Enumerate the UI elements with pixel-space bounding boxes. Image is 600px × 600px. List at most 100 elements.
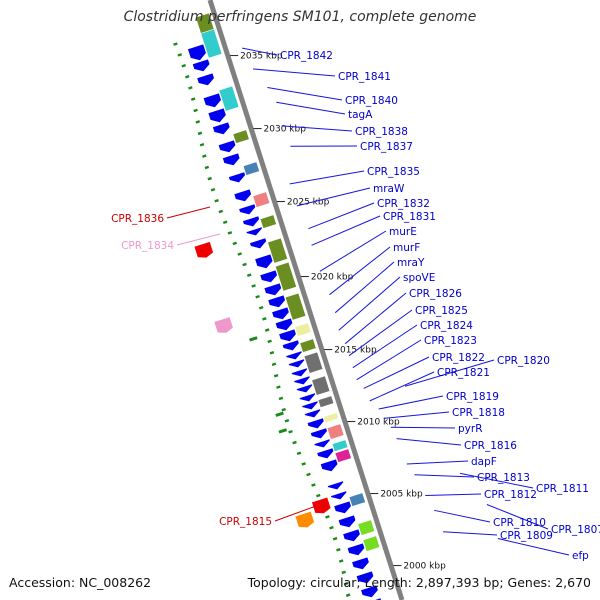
cds-arrow [291,368,308,377]
cds-arrow [239,204,256,215]
cds-arrow [327,481,344,490]
cds-arrow [218,140,236,153]
cog-block [348,492,366,507]
leader-line [404,359,495,387]
cds-arrow [234,189,252,202]
gc-dash [173,42,178,46]
gene-label: CPR_1811 [536,483,589,495]
gene-label: CPR_1807 [551,524,600,536]
cds-arrow [250,238,267,249]
gc-dash [195,120,201,124]
cds-arrow [246,227,263,236]
gc-dash [292,440,297,445]
cds-arrow [272,307,289,320]
gc-dash [249,336,258,342]
gene-label: CPR_1815 [219,516,272,528]
rna-feature-cpr1834 [214,317,233,333]
gc-dash [332,536,338,541]
cog-block [242,161,260,176]
tick-label: 2030 kbp [264,125,307,135]
gc-dash [197,131,203,136]
cds-arrow [338,515,356,528]
leader-line [390,426,456,429]
leader-line [497,537,570,556]
leader-line [352,324,418,369]
gene-label: CPR_1820 [497,355,550,367]
cds-arrow [320,459,338,472]
gc-dash [184,74,190,79]
gc-dash [177,53,183,57]
gc-dash [325,515,330,519]
cog-block [200,28,223,59]
gc-dash [232,241,238,246]
gene-label: CPR_1832 [377,198,430,210]
leader-line [443,531,498,536]
leader-line [253,68,336,77]
cog-block [303,351,324,374]
cds-arrow [307,418,324,429]
gc-dash [207,176,212,181]
gc-dash [338,559,344,563]
gene-label: CPR_1823 [424,335,477,347]
cds-arrow [304,409,321,418]
gc-dash [255,294,260,299]
gc-dash [336,548,341,552]
accession-text: Accession: NC_008262 [9,575,152,590]
leader-line [276,101,346,115]
tick-label: 2000 kbp [403,562,446,572]
leader-line [383,411,450,419]
cog-block [323,412,340,424]
gc-dash [345,593,351,597]
gc-dash [202,154,207,158]
cds-feature-track [187,44,382,600]
gene-label: CPR_1834 [121,240,174,252]
cog-block [357,519,376,536]
leader-line [329,246,391,296]
cog-block [317,395,335,408]
cog-block [252,191,271,208]
cds-arrow [352,557,369,570]
cds-arrow [361,585,378,598]
rna-feature-cpr1815 [295,511,315,528]
tick-label: 2035 kbp [240,52,283,62]
cds-arrow [260,270,278,283]
cds-arrow [286,351,302,360]
cds-arrow [279,329,296,342]
leader-line [319,230,387,272]
cds-arrow [242,216,260,227]
cog-block [284,292,307,321]
leader-line [289,170,365,185]
rna-feature-cpr1815b [311,497,331,514]
gc-dash [271,362,277,367]
leader-line [242,47,278,56]
topology-text: Topology: circular; Length: 2,897,393 bp… [247,575,591,590]
gene-label: CPR_1842 [280,50,333,62]
leader-line [486,504,549,530]
gene-label: tagA [348,109,373,121]
cds-arrow [288,359,305,368]
cog-block [267,237,289,264]
cds-arrow [268,295,286,308]
gc-dash [306,472,311,477]
cog-block [331,439,349,452]
gc-dash [246,273,252,277]
gene-label: mraW [373,183,405,195]
cds-arrow [197,73,214,86]
gene-label: CPR_1825 [415,305,468,317]
gc-dash [181,63,186,68]
gc-dash [227,231,233,235]
gene-label: CPR_1809 [500,530,553,542]
label-leader-lines [166,47,570,556]
gene-labels: CPR_1842 CPR_1841 CPR_1840 tagA CPR_1838 CPR_… [111,50,600,562]
gc-dash [278,428,288,434]
gc-dash [269,351,275,355]
gc-dash [341,570,347,575]
leader-line [338,276,401,331]
cds-arrow [330,491,347,500]
leader-line [378,395,444,410]
cds-arrow [356,571,374,584]
leader-line [356,339,422,381]
cog-block [218,85,240,112]
cds-arrow [192,59,210,72]
cds-arrow [187,44,206,61]
